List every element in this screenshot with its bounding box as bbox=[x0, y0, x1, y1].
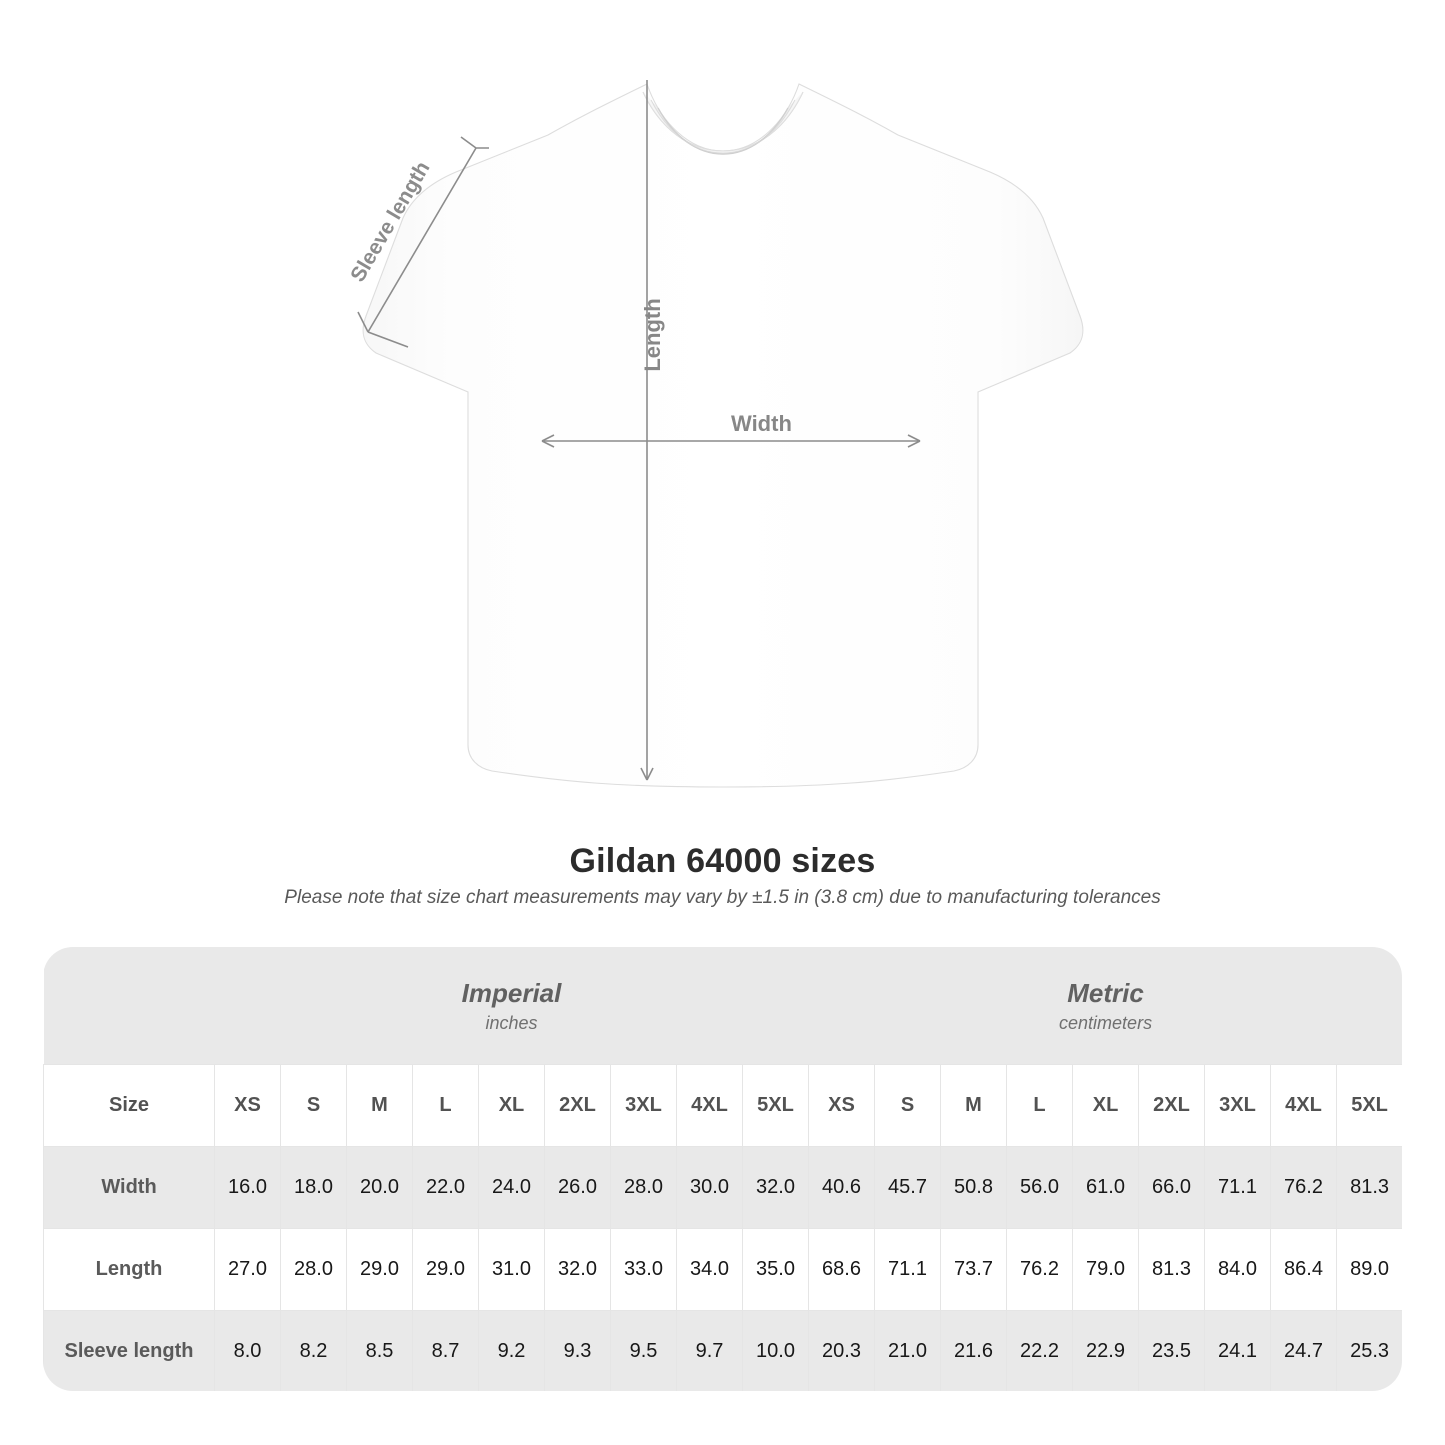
svg-text:Width: Width bbox=[731, 411, 792, 436]
svg-text:Length: Length bbox=[640, 298, 665, 371]
